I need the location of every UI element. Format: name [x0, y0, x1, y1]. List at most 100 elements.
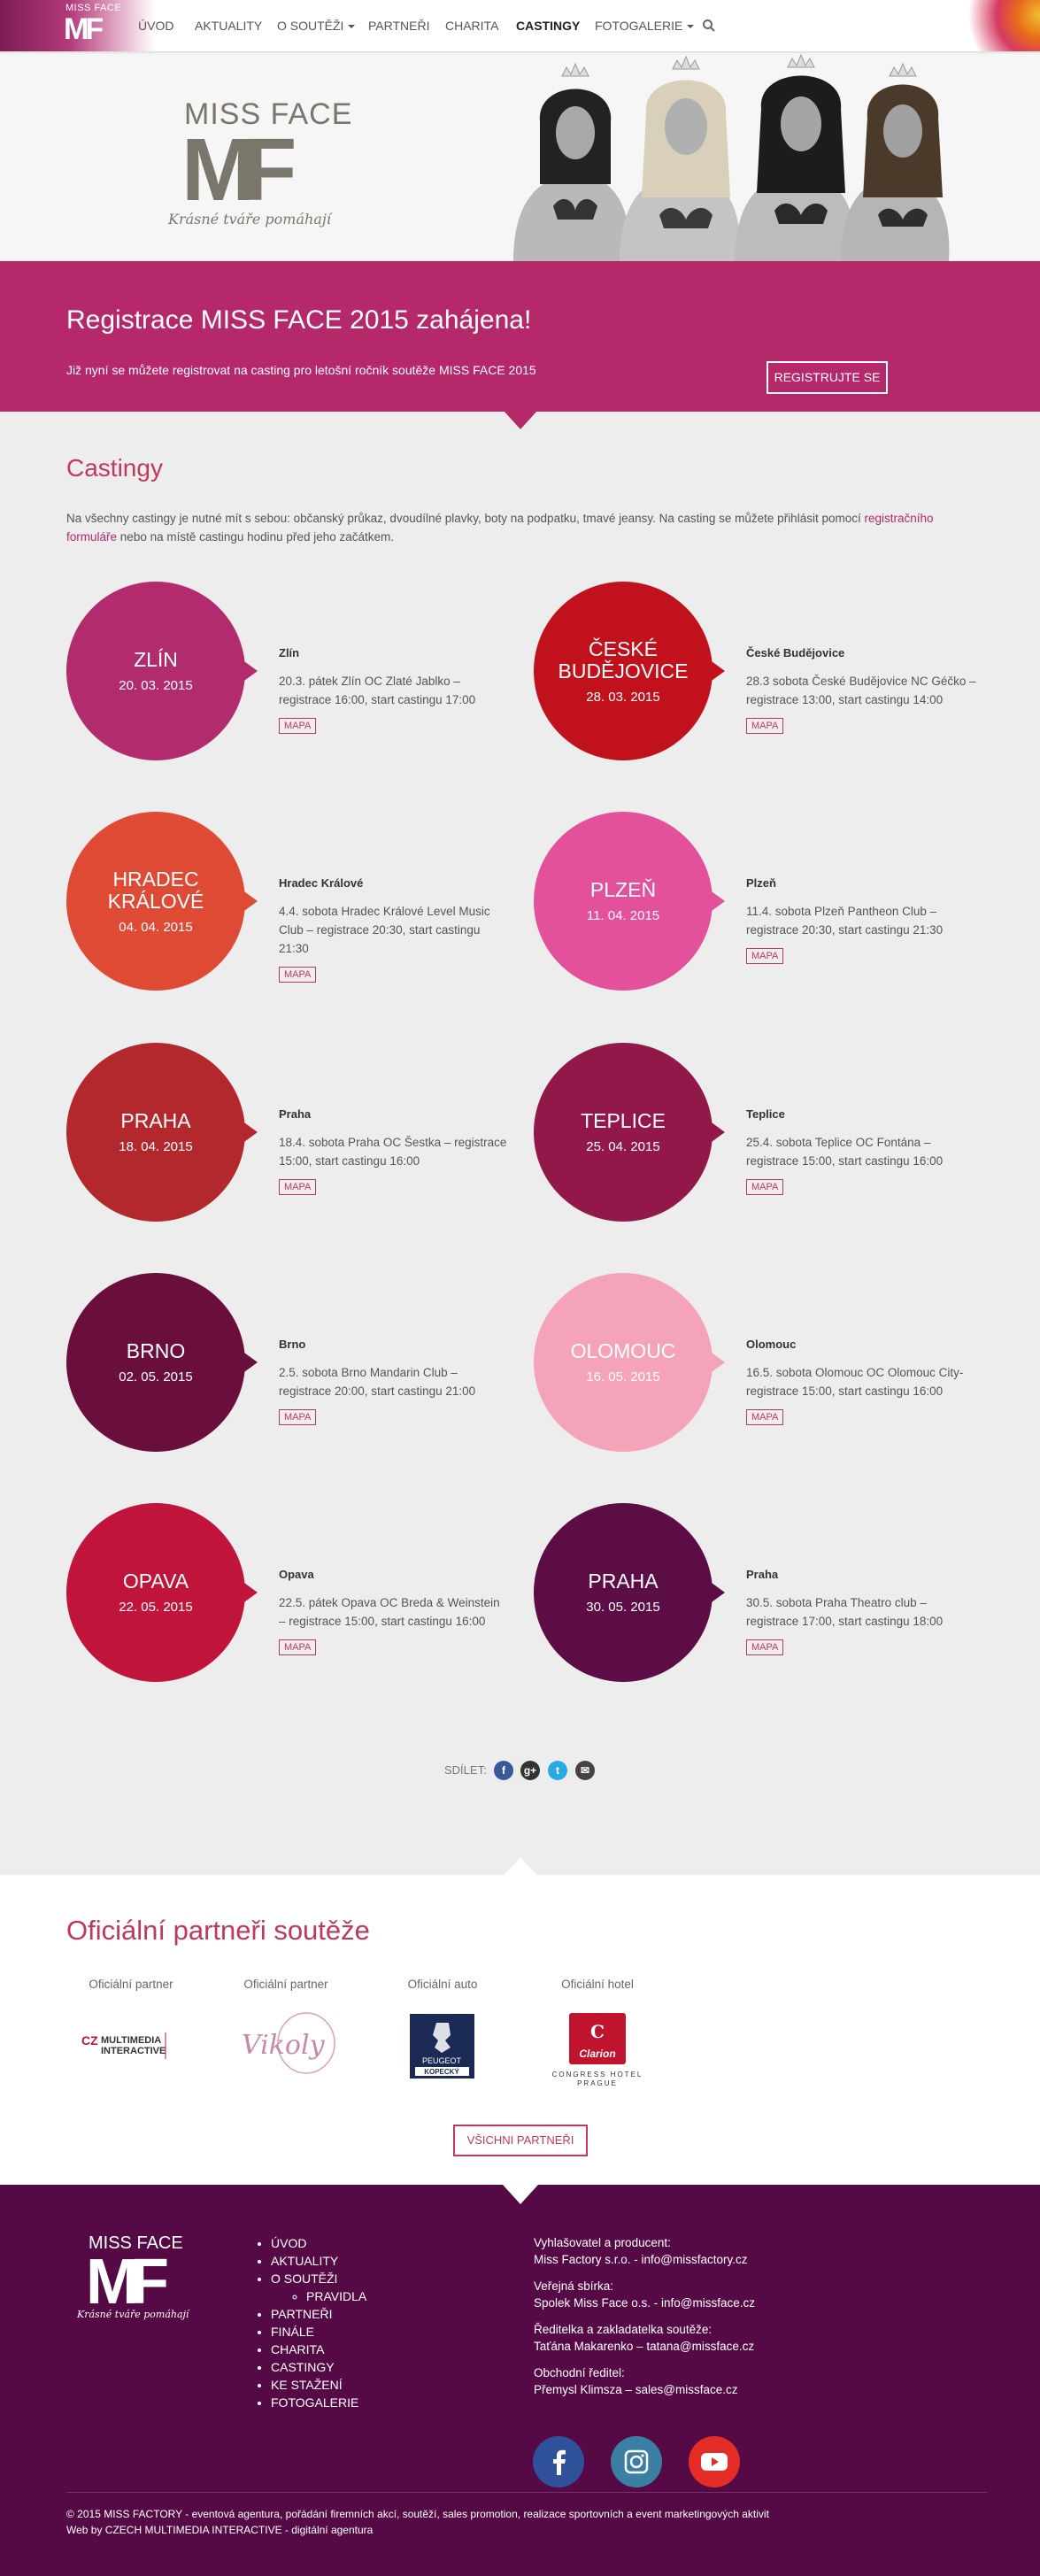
contact-value[interactable]: Spolek Miss Face o.s. - info@missface.cz — [534, 2296, 756, 2310]
casting-pointer — [238, 1578, 258, 1607]
nav-item-charita[interactable]: CHARITA — [445, 19, 499, 33]
casting-circle: PRAHA 30. 05. 2015 — [534, 1503, 713, 1682]
castings-title: Castingy — [66, 454, 163, 482]
hero-logo-mark: MF — [181, 120, 297, 220]
casting-description: 25.4. sobota Teplice OC Fontána – regist… — [746, 1136, 944, 1168]
casting-date: 28. 03. 2015 — [586, 689, 660, 705]
cz-multimedia-logo-graphic: CZ MULTIMEDIA INTERACTIVE — [81, 2032, 166, 2059]
casting-city: PLZEŇ — [589, 878, 657, 901]
nav-item-partneri[interactable]: PARTNEŘI — [368, 19, 430, 33]
casting-city: HRADEC KRÁLOVÉ — [107, 867, 204, 913]
footer-menu-charita[interactable]: CHARITA — [271, 2341, 366, 2358]
casting-name: Zlín — [279, 646, 300, 659]
nav-item-uvod[interactable]: ÚVOD — [138, 19, 174, 33]
casting-city: ZLÍN — [134, 648, 178, 671]
footer-menu-ke-stazeni[interactable]: KE STAŽENÍ — [271, 2376, 366, 2394]
casting-city: OPAVA — [122, 1570, 189, 1593]
nav-decoration — [951, 0, 1040, 51]
nav-item-aktuality[interactable]: AKTUALITY — [195, 19, 263, 33]
email-icon[interactable]: ✉ — [575, 1761, 595, 1780]
peugeot-kopecky-logo[interactable]: PEUGEOT KOPECKÝ — [410, 2014, 474, 2079]
casting-pointer — [238, 1118, 258, 1146]
footer-logo-claim: Krásné tváře pomáhají — [77, 2309, 189, 2320]
casting-name: Brno — [279, 1338, 306, 1351]
svg-text:C: C — [590, 2021, 605, 2042]
footer-menu-aktuality[interactable]: AKTUALITY — [271, 2252, 366, 2270]
register-button[interactable]: REGISTRUJTE SE — [767, 361, 888, 394]
nav-item-castingy[interactable]: CASTINGY — [516, 19, 581, 33]
search-icon[interactable] — [702, 19, 716, 33]
instagram-icon[interactable] — [611, 2436, 662, 2487]
svg-text:CONGRESS HOTEL: CONGRESS HOTEL — [552, 2071, 643, 2079]
twitter-icon[interactable]: t — [548, 1761, 567, 1780]
footer-menu-uvod[interactable]: ÚVOD — [271, 2234, 366, 2252]
registration-text: Již nyní se můžete registrovat na castin… — [66, 363, 536, 377]
map-button[interactable]: MAPA — [746, 718, 784, 734]
map-button[interactable]: MAPA — [746, 1639, 784, 1655]
footer-menu-pravidla[interactable]: PRAVIDLA — [306, 2287, 366, 2305]
nav-logo[interactable]: MISS FACE MF — [0, 0, 155, 51]
hero-logo-claim: Krásné tváře pomáhají — [168, 211, 331, 228]
footer-logo-mark: MF — [86, 2247, 169, 2318]
map-button[interactable]: MAPA — [279, 1179, 317, 1195]
nav-logo-mark: MF — [64, 12, 104, 46]
casting-date: 22. 05. 2015 — [119, 1600, 193, 1615]
partner-label: Oficiální auto — [407, 1978, 478, 1991]
footer-menu-o-soutezi[interactable]: O SOUTĚŽI PRAVIDLA — [271, 2270, 366, 2305]
casting-circle: OLOMOUC 16. 05. 2015 — [534, 1273, 713, 1452]
footer-menu-fotogalerie[interactable]: FOTOGALERIE — [271, 2394, 366, 2411]
casting-description: 11.4. sobota Plzeň Pantheon Club – regis… — [746, 905, 944, 937]
facebook-icon[interactable]: f — [494, 1761, 513, 1780]
footer-menu-finale[interactable]: FINÁLE — [271, 2323, 366, 2341]
nav-item-fotogalerie[interactable]: FOTOGALERIE — [595, 0, 695, 51]
map-button[interactable]: MAPA — [746, 1409, 784, 1425]
nav-item-o-soutezi[interactable]: O SOUTĚŽI — [277, 0, 356, 51]
map-button[interactable]: MAPA — [746, 1179, 784, 1195]
map-button[interactable]: MAPA — [746, 948, 784, 964]
copyright-text: © 2015 MISS FACTORY - eventová agentura,… — [66, 2508, 769, 2520]
contact-value[interactable]: Taťána Makarenko – tatana@missface.cz — [534, 2340, 755, 2353]
google-plus-icon[interactable]: g+ — [520, 1761, 540, 1780]
youtube-icon[interactable] — [689, 2436, 740, 2487]
casting-description: 30.5. sobota Praha Theatro club – regist… — [746, 1596, 944, 1628]
map-button[interactable]: MAPA — [279, 967, 317, 983]
castings-intro-text-end: nebo na místě castingu hodinu před jeho … — [119, 530, 394, 544]
casting-name: České Budějovice — [746, 646, 845, 659]
caret-down-icon — [687, 25, 695, 29]
cz-multimedia-logo[interactable]: CZ MULTIMEDIA INTERACTIVE — [81, 2030, 183, 2062]
map-button[interactable]: MAPA — [279, 718, 317, 734]
casting-city: OLOMOUC — [570, 1339, 676, 1362]
registration-form-link[interactable]: registračního formuláře — [66, 512, 934, 544]
nav-logo-text: MISS FACE — [65, 3, 122, 13]
casting-pointer — [238, 887, 258, 915]
contact-value[interactable]: Přemysl Klimsza – sales@missface.cz — [534, 2383, 738, 2396]
facebook-icon[interactable] — [533, 2436, 584, 2487]
casting-date: 02. 05. 2015 — [119, 1369, 193, 1384]
clarion-hotel-logo[interactable]: C Clarion CONGRESS HOTEL PRAGUE — [551, 2013, 644, 2087]
footer-contacts: Vyhlašovatel a producent: Miss Factory s.… — [534, 2234, 976, 2408]
clarion-logo-graphic: C Clarion CONGRESS HOTEL PRAGUE — [552, 2013, 643, 2087]
all-partners-button[interactable]: VŠICHNI PARTNEŘI — [453, 2125, 588, 2156]
svg-text:PRAGUE: PRAGUE — [577, 2079, 618, 2087]
footer-menu-partneri[interactable]: PARTNEŘI — [271, 2305, 366, 2323]
svg-text:Vikoly: Vikoly — [242, 2030, 326, 2061]
share-label: SDÍLET: — [444, 1763, 487, 1777]
contact-value[interactable]: Miss Factory s.r.o. - info@missfactory.c… — [534, 2253, 748, 2266]
casting-info: Olomouc 16.5. sobota Olomouc OC Olomouc C… — [746, 1338, 976, 1425]
casting-pointer — [705, 1578, 725, 1607]
casting-date: 04. 04. 2015 — [119, 919, 193, 935]
map-button[interactable]: MAPA — [279, 1409, 317, 1425]
footer-menu-castingy[interactable]: CASTINGY — [271, 2358, 366, 2376]
casting-name: Olomouc — [746, 1338, 797, 1351]
vikoly-logo[interactable]: Vikoly — [237, 2008, 343, 2079]
web-by-text[interactable]: Web by CZECH MULTIMEDIA INTERACTIVE - di… — [66, 2524, 374, 2536]
facebook-icon-glyph — [553, 2449, 566, 2475]
vikoly-logo-graphic: Vikoly — [242, 2012, 335, 2074]
casting-info: České Budějovice 28.3 sobota České Budějo… — [746, 646, 976, 734]
casting-info: Teplice 25.4. sobota Teplice OC Fontána –… — [746, 1107, 976, 1195]
footer-menu-o-soutezi-label: O SOUTĚŽI — [271, 2271, 338, 2286]
casting-description: 2.5. sobota Brno Mandarin Club – registr… — [279, 1366, 476, 1398]
casting-circle: BRNO 02. 05. 2015 — [66, 1273, 245, 1452]
map-button[interactable]: MAPA — [279, 1639, 317, 1655]
casting-pointer — [238, 657, 258, 685]
